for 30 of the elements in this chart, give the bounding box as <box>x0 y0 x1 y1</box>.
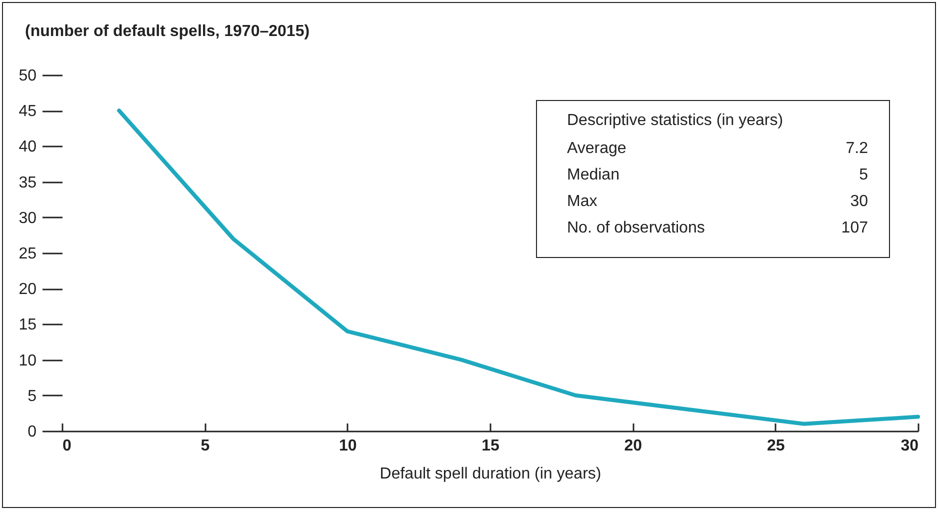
y-tick-label: 40 <box>18 138 37 156</box>
y-tick-label: 20 <box>18 281 37 298</box>
x-axis-title: Default spell duration (in years) <box>380 466 602 482</box>
x-tick-label: 15 <box>482 438 500 454</box>
annotation: Average <box>567 140 626 157</box>
x-tick-label: 30 <box>900 438 919 454</box>
x-tick-label: 25 <box>766 438 785 454</box>
annotation: 107 <box>841 220 868 236</box>
x-tick-label: 5 <box>200 438 210 454</box>
annotation: Median <box>567 166 620 184</box>
x-tick-label: 0 <box>62 438 72 454</box>
y-tick-label: 25 <box>18 246 37 262</box>
y-tick-label: 0 <box>28 424 37 440</box>
y-tick-label: 5 <box>28 388 37 405</box>
y-tick-label: 45 <box>18 103 37 120</box>
annotation: Max <box>567 193 598 210</box>
annotation: 30 <box>850 193 868 210</box>
y-tick-label: 10 <box>18 352 37 370</box>
y-tick-label: 50 <box>18 68 37 84</box>
y-tick-label: 30 <box>18 210 37 227</box>
x-tick-label: 20 <box>624 438 642 454</box>
annotation: Descriptive statistics (in years) <box>567 112 784 129</box>
y-tick-label: 35 <box>18 174 37 192</box>
x-tick-label: 10 <box>338 438 357 454</box>
chart-title: (number of default spells, 1970–2015) <box>25 23 310 40</box>
annotation: No. of observations <box>567 220 705 236</box>
line-series <box>117 108 920 426</box>
annotation: 7.2 <box>846 140 868 157</box>
y-tick-label: 15 <box>18 316 37 334</box>
annotation: 5 <box>859 166 868 184</box>
